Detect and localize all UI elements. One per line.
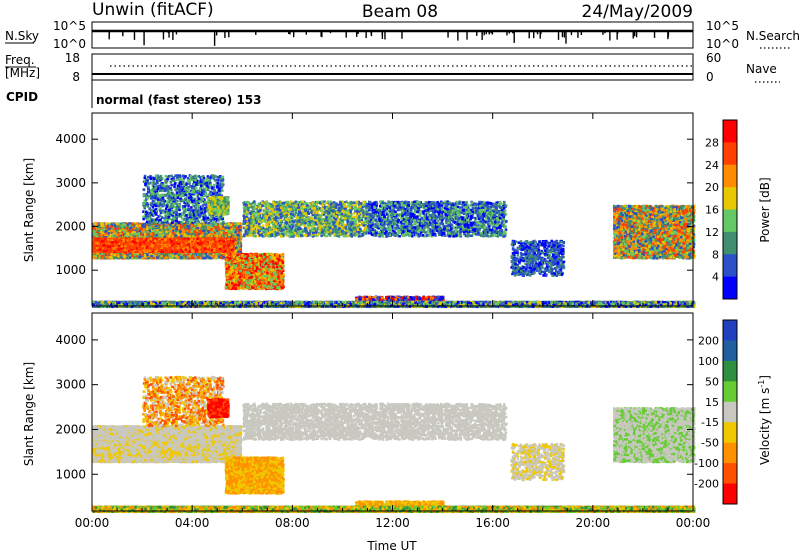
nsky-label: N.Sky: [5, 29, 39, 43]
nave-tick-top: 60: [706, 51, 721, 65]
nave-label: Nave: [746, 62, 777, 76]
power-heatmap: [92, 174, 695, 308]
freq-panel: Freq. [MHz] 18 8 60 0 Nave: [5, 51, 780, 84]
radar-summary-plot: Unwin (fitACF) Beam 08 24/May/2009 N.Sky…: [0, 0, 800, 554]
nsearch-tick-top: 10^5: [706, 19, 739, 33]
nsearch-tick-bottom: 10^0: [706, 37, 739, 51]
nsearch-label: N.Search: [746, 29, 800, 43]
date-title: 24/May/2009: [582, 2, 694, 22]
freq-tick-top: 18: [65, 51, 80, 65]
nsky-tick-top: 10^5: [53, 19, 86, 33]
freq-tick-bottom: 8: [72, 70, 80, 84]
freq-label-line2: [MHz]: [5, 66, 40, 80]
beam-title: Beam 08: [362, 2, 438, 22]
freq-label-line1: Freq.: [5, 53, 35, 67]
station-title: Unwin (fitACF): [92, 0, 214, 20]
cpid-panel: CPID normal (fast stereo) 153: [6, 80, 262, 108]
cpid-text: normal (fast stereo) 153: [96, 93, 262, 107]
nsky-panel: N.Sky 10^5 10^0 10^5 10^0 N.Search: [5, 19, 800, 51]
nsky-trace: [92, 31, 693, 46]
nave-tick-bottom: 0: [706, 70, 714, 84]
nsky-tick-bottom: 10^0: [53, 37, 86, 51]
cpid-label: CPID: [6, 90, 38, 104]
